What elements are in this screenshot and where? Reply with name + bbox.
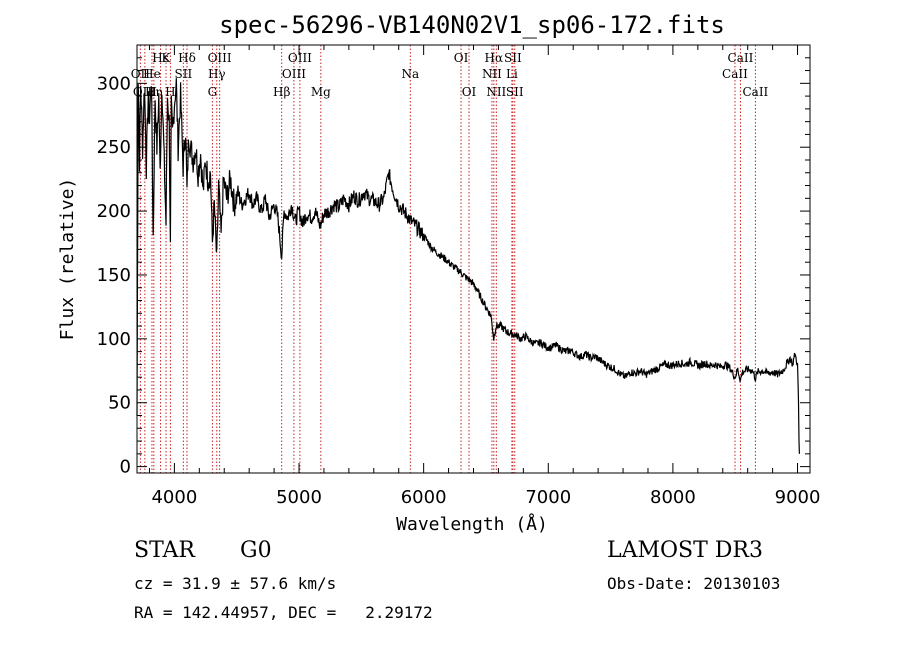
line-marker-label-14: Hβ [273,85,290,99]
line-marker-label-24: SII [506,85,524,99]
line-marker-label-9: OIII [208,51,232,65]
y-tick-label-200: 200 [97,201,131,222]
x-axis: 4000 5000 6000 7000 8000 9000 [148,45,821,508]
line-marker-label-22: Li [506,67,518,81]
line-marker-label-13: OIII [282,67,306,81]
line-marker-label-26: CaII [722,67,748,81]
line-marker-label-2: Hε [152,51,169,65]
line-marker-label-16: Na [401,67,419,81]
y-axis: 0 50 100 150 200 250 300 [97,57,810,478]
x-tick-label-9000: 9000 [775,487,821,508]
line-marker-label-19: Hα [485,51,504,65]
line-marker-label-17: OI [454,51,469,65]
line-marker-label-21: NII [482,67,502,81]
spectrum-line [136,78,800,454]
y-tick-label-100: 100 [97,329,131,350]
line-marker-label-15: Mg [311,85,331,99]
x-tick-label-7000: 7000 [525,487,571,508]
line-marker-label-3: OII [131,67,151,81]
y-tick-label-0: 0 [120,457,131,478]
velocity-readout: cz = 31.9 ± 57.6 km/s [134,574,337,593]
x-axis-label: Wavelength (Å) [396,513,548,535]
line-marker-label-12: OIII [288,51,312,65]
line-marker-label-11: G [208,85,218,99]
x-tick-label-8000: 8000 [650,487,696,508]
line-marker-label-25: CaII [728,51,754,65]
line-marker-label-5: SII [175,67,193,81]
x-tick-label-5000: 5000 [276,487,322,508]
object-class: STAR [134,538,195,563]
emission-line-markers [139,45,756,473]
y-tick-label-300: 300 [97,73,131,94]
line-marker-label-27: CaII [742,85,768,99]
line-marker-label-23: NII [486,85,506,99]
survey-name: LAMOST DR3 [607,538,763,563]
line-marker-label-7: Hη [145,85,163,99]
plot-frame [136,44,811,474]
observation-date: Obs-Date: 20130103 [607,574,781,593]
coordinates-readout: RA = 142.44957, DEC = 2.29172 [134,603,433,622]
line-marker-label-1: K [162,51,172,65]
chart-title: spec-56296-VB140N02V1_sp06-172.fits [219,11,725,39]
line-marker-label-18: OI [462,85,477,99]
line-marker-label-20: SII [504,51,522,65]
y-tick-label-150: 150 [97,265,131,286]
line-marker-label-0: Hδ [178,51,196,65]
x-tick-label-6000: 6000 [401,487,447,508]
y-tick-label-250: 250 [97,137,131,158]
object-subclass: G0 [240,538,272,563]
y-tick-label-50: 50 [108,393,131,414]
y-axis-label: Flux (relative) [57,178,78,341]
line-marker-label-10: Hγ [208,67,226,81]
line-marker-label-4: He [143,67,161,81]
line-marker-label-8: H [165,85,175,99]
x-tick-label-4000: 4000 [151,487,197,508]
